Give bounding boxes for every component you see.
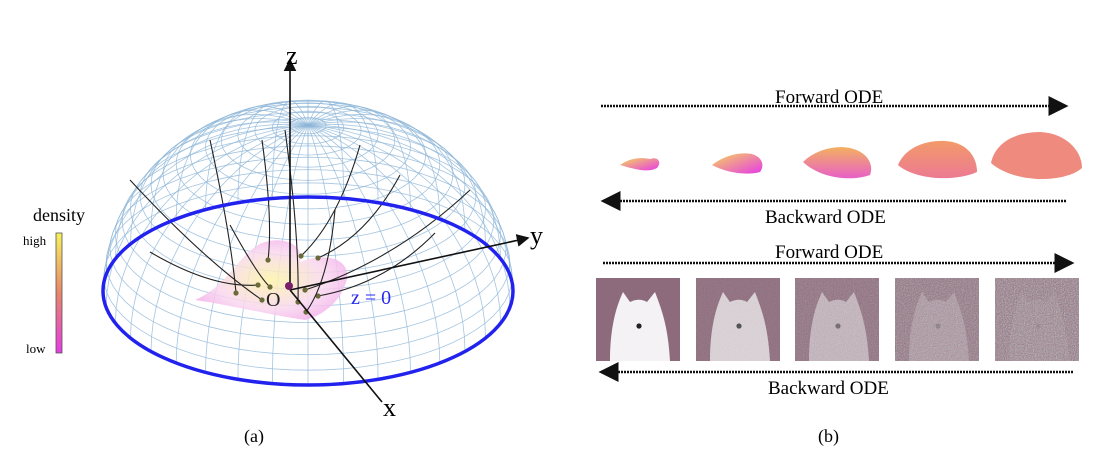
trajectory-curve	[229, 224, 271, 288]
grid-meridian	[272, 124, 309, 384]
origin-point	[285, 282, 293, 290]
grid-meridian	[102, 124, 309, 292]
noise-overlay	[995, 278, 1079, 361]
grid-meridian	[307, 124, 486, 339]
grid-meridian	[307, 124, 411, 373]
grid-meridian	[115, 124, 309, 324]
colorbar-high-label: high	[23, 233, 47, 248]
dog-image-2	[696, 278, 780, 361]
grid-meridian	[307, 121, 501, 259]
grid-meridian	[175, 109, 309, 220]
sample-point	[267, 284, 273, 290]
grid-meridian	[307, 109, 441, 220]
colorbar-low-label: low	[26, 341, 46, 356]
grid-meridian	[272, 100, 309, 199]
dog-image-3	[795, 278, 879, 361]
trajectory-curve	[284, 129, 299, 303]
density-shape-4	[898, 140, 977, 179]
trajectory-curve	[305, 209, 336, 313]
plane-label: z = 0	[351, 287, 391, 309]
density-heart	[195, 240, 348, 320]
grid-meridian	[205, 105, 309, 210]
sample-point	[255, 282, 261, 288]
grid-meridian	[307, 124, 514, 292]
trajectory-curve	[129, 179, 263, 301]
grid-meridian	[175, 124, 309, 364]
grid-meridian	[307, 100, 344, 199]
density-shape-2	[712, 153, 763, 174]
sample-point	[315, 293, 321, 299]
caption-b: (b)	[818, 426, 839, 447]
y-axis	[289, 234, 530, 291]
panel-a: z y x O z = 0 density high low (a)	[23, 41, 543, 447]
sample-point	[233, 290, 239, 296]
forward-ode-label-1: Forward ODE	[775, 87, 883, 108]
z-axis-label: z	[286, 41, 298, 70]
density-shape-5	[991, 132, 1082, 180]
hemisphere-grid	[102, 99, 514, 385]
grid-meridian	[307, 124, 501, 324]
sample-point	[259, 297, 265, 303]
image-evolution	[596, 278, 1079, 361]
grid-meridian	[307, 124, 441, 364]
equator-ring	[101, 195, 515, 387]
noise-overlay	[895, 278, 979, 361]
origin-label: O	[266, 289, 280, 311]
grid-meridian	[150, 124, 309, 352]
colorbar	[55, 232, 63, 354]
backward-ode-label-1: Backward ODE	[765, 207, 886, 228]
grid-meridian	[307, 124, 466, 352]
dog-image-1	[596, 278, 680, 361]
x-axis	[289, 289, 383, 403]
grid-meridian	[307, 123, 511, 275]
dog-image-4	[895, 278, 979, 361]
noise-overlay	[696, 278, 780, 361]
sample-point	[265, 257, 271, 263]
grid-meridian	[307, 102, 379, 203]
trajectory-curve	[261, 139, 271, 261]
forward-ode-label-2: Forward ODE	[775, 242, 883, 263]
dog-image-5	[995, 278, 1079, 361]
density-shape-3	[803, 147, 872, 179]
y-axis-label: y	[530, 221, 543, 250]
dog-nose	[636, 323, 642, 329]
grid-meridian	[307, 118, 486, 245]
grid-meridian	[130, 118, 309, 245]
grid-meridian	[307, 124, 344, 384]
sample-point	[298, 253, 304, 259]
density-evolution	[620, 132, 1082, 180]
sample-point	[315, 255, 321, 261]
noise-overlay	[795, 278, 879, 361]
colorbar-title: density	[33, 205, 85, 225]
density-shape-1	[620, 158, 660, 171]
grid-meridian	[307, 113, 466, 231]
trajectory-curve	[317, 232, 436, 297]
grid-meridian	[205, 124, 309, 373]
trajectory-curve	[149, 251, 259, 286]
grid-meridian	[105, 123, 309, 275]
panel-b: Forward ODE Backward ODE Forward ODE Bac…	[596, 87, 1082, 447]
caption-a: (a)	[244, 426, 264, 447]
grid-meridian	[150, 113, 309, 231]
x-axis-label: x	[383, 393, 396, 422]
grid-meridian	[115, 121, 309, 259]
grid-meridian	[307, 124, 379, 380]
backward-ode-label-2: Backward ODE	[768, 378, 889, 399]
sample-point	[302, 287, 308, 293]
